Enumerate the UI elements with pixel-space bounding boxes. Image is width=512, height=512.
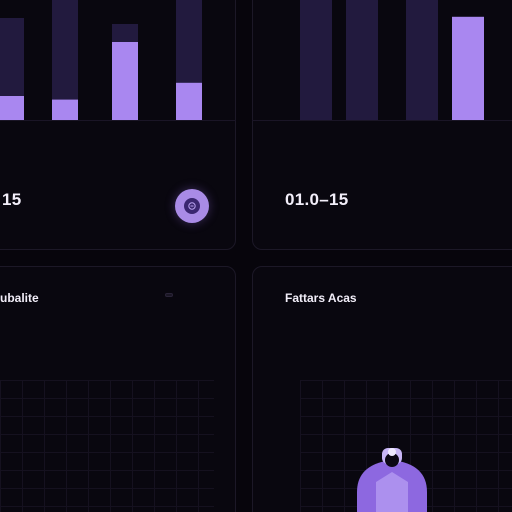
bar [406, 0, 438, 120]
bar [452, 16, 484, 120]
bar [112, 42, 138, 120]
bar [0, 96, 24, 120]
user-avatar-icon [357, 448, 427, 512]
filter-chip[interactable] [165, 293, 173, 297]
panel-title: Fattars Acas [285, 291, 357, 305]
x-tick-row-top-left [22, 124, 222, 132]
stat-value-right: 01.0–15 [285, 190, 349, 209]
stat-value-left: 15 [2, 190, 22, 209]
refresh-button[interactable] [175, 189, 209, 223]
bar [52, 99, 78, 120]
bar [176, 82, 202, 120]
x-tick-row-top-right [300, 124, 512, 132]
bar-chart-top-left [0, 0, 236, 121]
panel-title: ubalite [0, 291, 39, 305]
refresh-icon [184, 198, 200, 214]
chart-grid [0, 380, 214, 512]
bar-chart-top-right [252, 0, 512, 121]
bar [300, 0, 332, 120]
bar [346, 0, 378, 120]
